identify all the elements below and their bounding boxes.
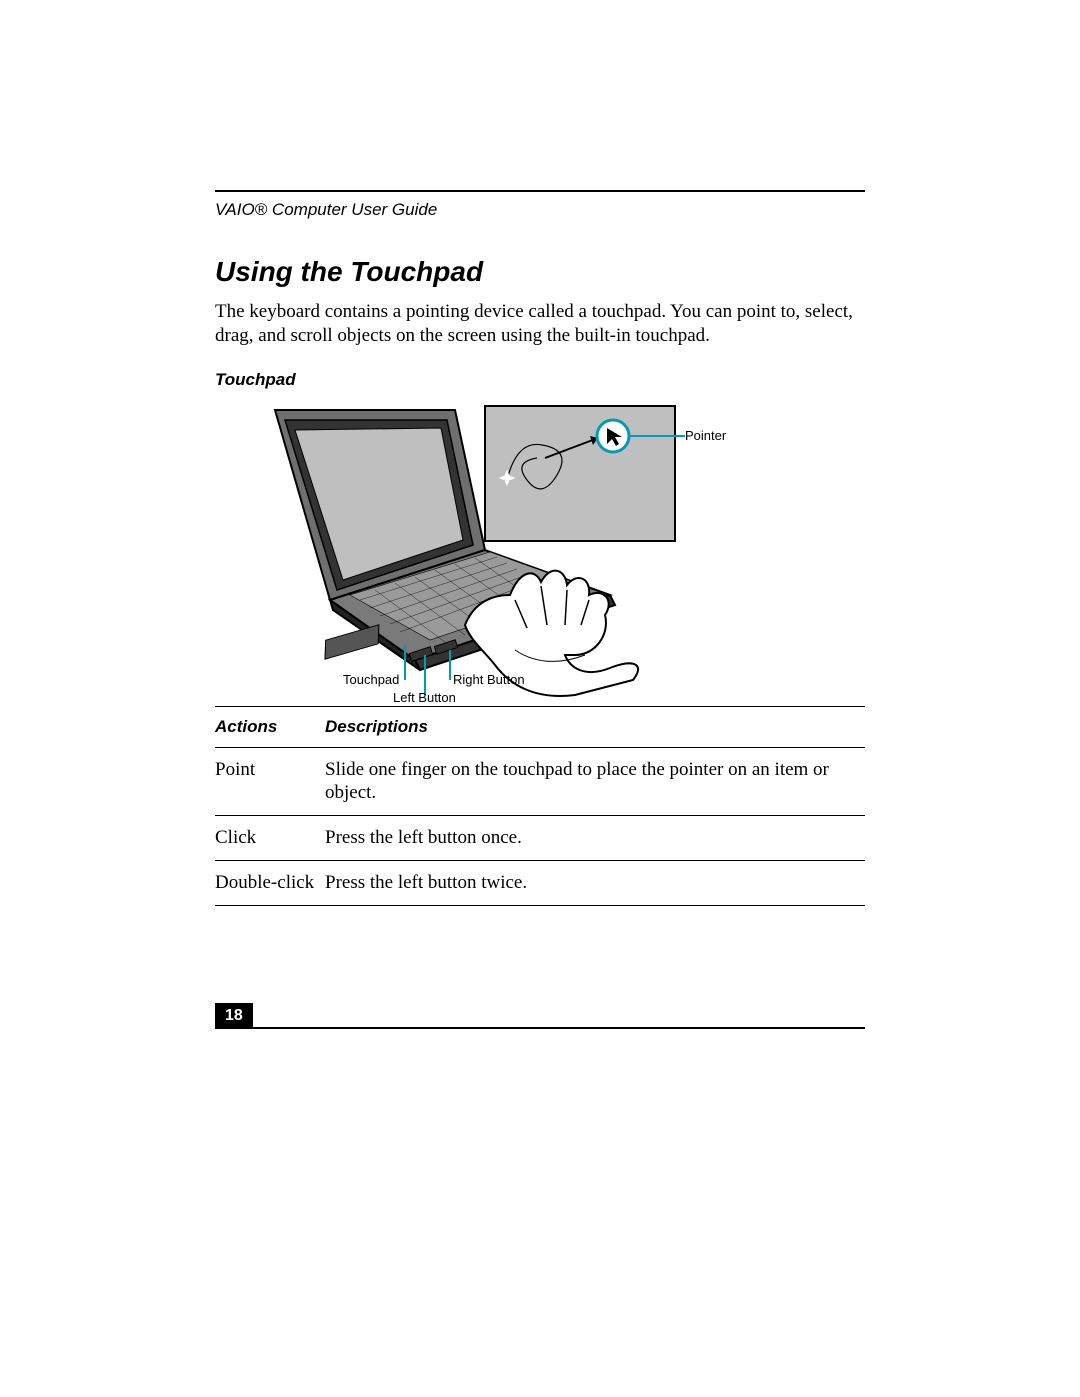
col-header-descriptions: Descriptions (325, 706, 865, 747)
page-number: 18 (215, 1003, 253, 1029)
callout-pointer: Pointer (685, 428, 726, 443)
touchpad-figure: Pointer Touchpad Left Button Right Butto… (215, 400, 865, 700)
intro-paragraph: The keyboard contains a pointing device … (215, 300, 865, 348)
cell-action: Point (215, 747, 325, 816)
cell-description: Press the left button twice. (325, 860, 865, 905)
laptop-illustration (215, 400, 865, 700)
table-row: Point Slide one finger on the touchpad t… (215, 747, 865, 816)
table-row: Click Press the left button once. (215, 816, 865, 861)
document-page: VAIO® Computer User Guide Using the Touc… (0, 0, 1080, 1397)
callout-touchpad: Touchpad (343, 672, 399, 687)
running-head: VAIO® Computer User Guide (215, 200, 865, 220)
callout-right-button: Right Button (453, 672, 525, 687)
page-title: Using the Touchpad (215, 256, 865, 288)
table-header-row: Actions Descriptions (215, 706, 865, 747)
col-header-actions: Actions (215, 706, 325, 747)
cell-description: Slide one finger on the touchpad to plac… (325, 747, 865, 816)
cell-description: Press the left button once. (325, 816, 865, 861)
callout-left-button: Left Button (393, 690, 456, 705)
cell-action: Double-click (215, 860, 325, 905)
actions-table: Actions Descriptions Point Slide one fin… (215, 706, 865, 906)
top-rule (215, 190, 865, 192)
table-row: Double-click Press the left button twice… (215, 860, 865, 905)
actions-table-wrap: Actions Descriptions Point Slide one fin… (215, 706, 865, 906)
bottom-rule (215, 1027, 865, 1029)
figure-caption: Touchpad (215, 370, 865, 390)
cell-action: Click (215, 816, 325, 861)
